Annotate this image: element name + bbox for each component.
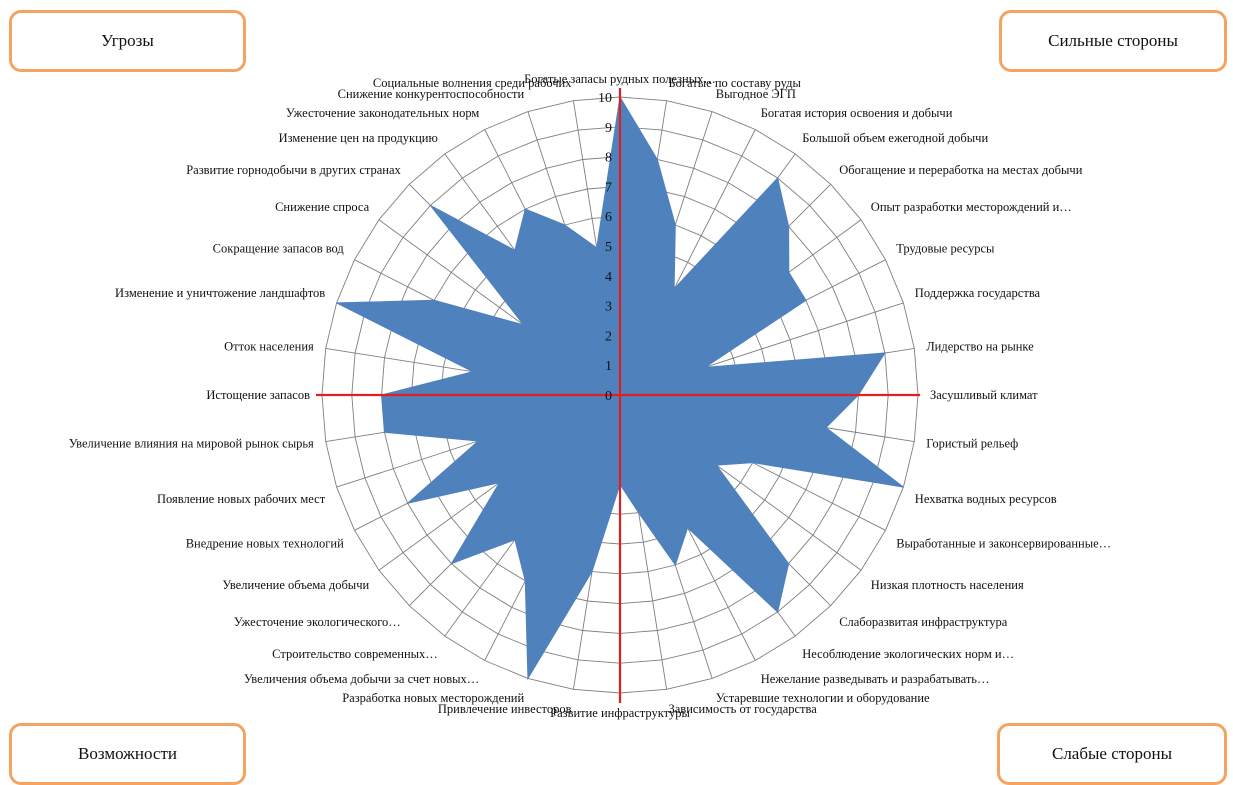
category-label: Увеличения объема добычи за счет новых… — [244, 672, 479, 686]
category-label: Большой объем ежегодной добычи — [802, 131, 988, 145]
weaknesses-label: Слабые стороны — [1051, 744, 1172, 763]
threats-box: Угрозы — [9, 10, 246, 72]
radial-ticks: 0 1 2 3 4 5 6 7 8 9 10 — [598, 91, 612, 404]
tick-label: 4 — [605, 270, 612, 285]
category-label: Социальные волнения среди рабочих — [373, 76, 572, 90]
category-label: Развитие инфраструктуры — [550, 706, 690, 720]
tick-label: 10 — [598, 91, 612, 106]
category-labels: Богатые запасы рудных полезных…Богатые п… — [69, 72, 1111, 720]
threats-label: Угрозы — [101, 31, 154, 50]
category-label: Развитие горнодобычи в других странах — [186, 163, 401, 177]
category-label: Лидерство на рынке — [926, 340, 1034, 354]
category-label: Строительство современных… — [272, 647, 438, 661]
category-label: Гористый рельеф — [926, 437, 1018, 451]
weaknesses-box: Слабые стороны — [997, 723, 1227, 785]
tick-label: 1 — [605, 359, 612, 374]
category-label: Увеличение влияния на мировой рынок сырь… — [69, 437, 314, 451]
category-label: Снижение спроса — [275, 200, 370, 214]
category-label: Богатые по составу руды — [669, 76, 802, 90]
tick-label: 5 — [605, 240, 612, 255]
category-label: Обогащение и переработка на местах добыч… — [839, 163, 1083, 177]
tick-label: 9 — [605, 121, 612, 136]
category-label: Изменение и уничтожение ландшафтов — [115, 286, 325, 300]
strengths-box: Сильные стороны — [999, 10, 1227, 72]
category-label: Нежелание разведывать и разрабатывать… — [761, 672, 990, 686]
category-label: Истощение запасов — [206, 388, 310, 402]
category-label: Богатые запасы рудных полезных… — [524, 72, 716, 86]
opportunities-box: Возможности — [9, 723, 246, 785]
category-label: Выгодное ЭГП — [716, 87, 796, 101]
category-label: Ужесточение экологического… — [234, 615, 401, 629]
category-label: Привлечение инвесторов — [438, 702, 572, 716]
tick-label: 7 — [605, 180, 612, 195]
category-label: Засушливый климат — [930, 388, 1038, 402]
quadrant-axes — [316, 88, 920, 703]
tick-label: 0 — [605, 389, 612, 404]
category-label: Увеличение объема добычи — [222, 578, 369, 592]
category-label: Появление новых рабочих мест — [157, 492, 326, 506]
category-label: Трудовые ресурсы — [896, 241, 995, 255]
tick-label: 8 — [605, 151, 612, 166]
strengths-label: Сильные стороны — [1048, 31, 1178, 50]
category-label: Поддержка государства — [915, 286, 1041, 300]
category-label: Изменение цен на продукцию — [279, 131, 438, 145]
category-label: Слаборазвитая инфраструктура — [839, 615, 1008, 629]
category-label: Устаревшие технологии и оборудование — [716, 691, 930, 705]
category-label: Разработка новых месторождений — [342, 691, 524, 705]
tick-label: 6 — [605, 210, 612, 225]
category-label: Сокращение запасов вод — [213, 241, 345, 255]
category-label: Отток населения — [224, 340, 314, 354]
category-label: Снижение конкурентоспособности — [338, 87, 525, 101]
category-label: Ужесточение законодательных норм — [286, 106, 479, 120]
tick-label: 2 — [605, 329, 612, 344]
category-label: Зависимость от государства — [669, 702, 818, 716]
category-label: Опыт разработки месторождений и… — [871, 200, 1072, 214]
category-label: Нехватка водных ресурсов — [915, 492, 1057, 506]
tick-label: 3 — [605, 300, 612, 315]
category-label: Несоблюдение экологических норм и… — [802, 647, 1014, 661]
category-label: Выработанные и законсервированные… — [896, 537, 1111, 551]
category-label: Внедрение новых технологий — [186, 537, 344, 551]
category-label: Богатая история освоения и добычи — [761, 106, 953, 120]
opportunities-label: Возможности — [78, 744, 177, 763]
category-label: Низкая плотность населения — [871, 578, 1024, 592]
